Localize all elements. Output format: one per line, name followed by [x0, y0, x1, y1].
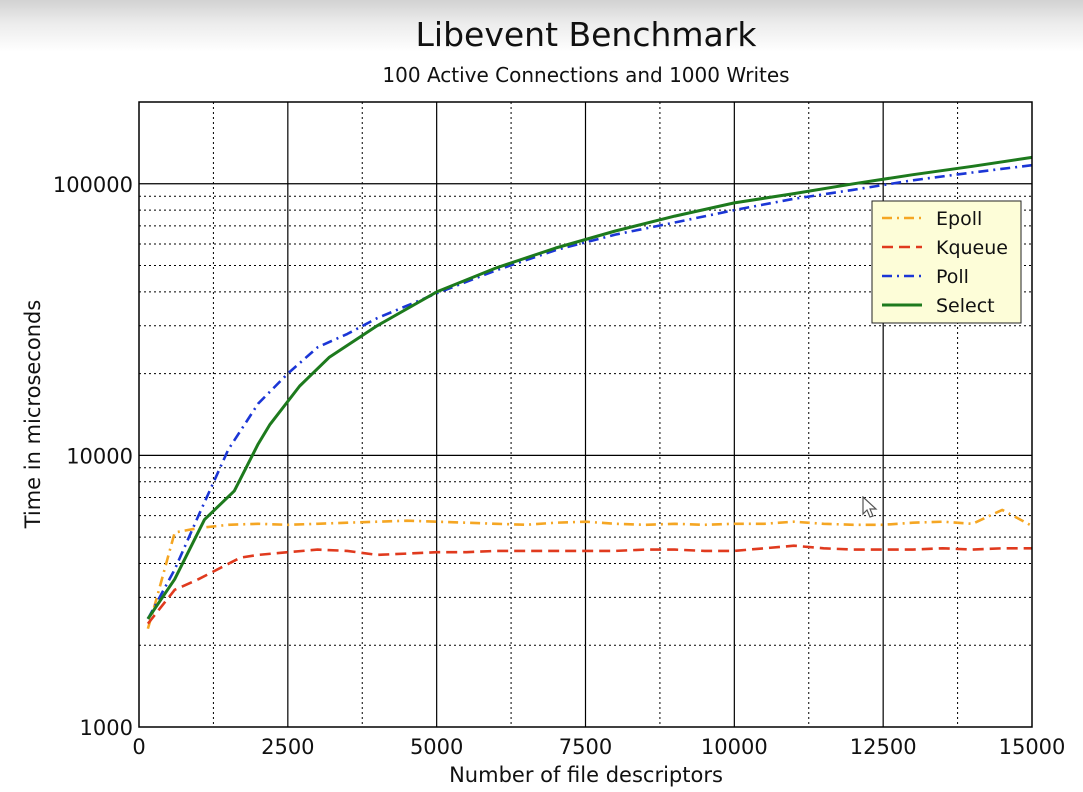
plot-frame [138, 101, 1033, 728]
legend-label-epoll: Epoll [936, 208, 982, 230]
grid-lines [139, 101, 1032, 727]
legend: Epoll Kqueue Poll Select [871, 200, 1022, 324]
x-tick-label: 0 [132, 735, 145, 759]
x-tick-label: 10000 [701, 735, 768, 759]
series-line-kqueue [146, 544, 1032, 625]
legend-label-select: Select [936, 295, 995, 317]
series-lines [146, 155, 1033, 630]
legend-box [871, 200, 1022, 324]
tick-labels: 0 2500 5000 7500 10000 12500 15000 1000 10000 100… [53, 173, 1066, 759]
y-tick-label: 10000 [66, 444, 133, 468]
x-tick-label: 15000 [999, 735, 1066, 759]
series-line-select [146, 155, 1033, 620]
y-axis-label: Time in microseconds [21, 300, 45, 530]
legend-label-poll: Poll [936, 266, 969, 288]
top-shading [0, 0, 1083, 52]
series-line-poll [146, 163, 1033, 620]
y-tick-label: 100000 [53, 173, 133, 197]
x-tick-label: 12500 [850, 735, 917, 759]
series-line-epoll [146, 508, 1033, 630]
x-tick-label: 7500 [559, 735, 612, 759]
y-tick-label: 1000 [80, 716, 133, 740]
legend-label-kqueue: Kqueue [936, 237, 1008, 259]
mouse-cursor-icon [862, 496, 878, 518]
x-axis-label: Number of file descriptors [449, 763, 723, 787]
x-tick-label: 2500 [261, 735, 314, 759]
x-tick-label: 5000 [410, 735, 463, 759]
chart-title: Libevent Benchmark [416, 15, 758, 54]
chart-subtitle: 100 Active Connections and 1000 Writes [382, 63, 789, 87]
